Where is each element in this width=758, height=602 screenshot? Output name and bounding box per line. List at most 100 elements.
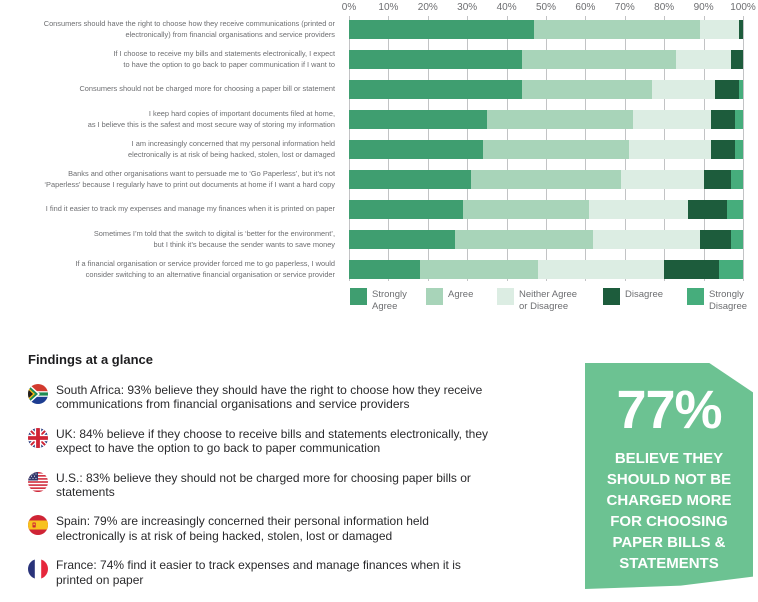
disagree-segment: [687, 200, 728, 219]
disagree-segment: [711, 110, 736, 129]
chart-row: If a financial organisation or service p…: [0, 259, 758, 279]
finding-text: Spain: 79% are increasingly concerned th…: [56, 514, 429, 543]
strongly-disagree-segment: [735, 140, 743, 159]
flag-south-africa: [28, 384, 48, 404]
row-label: I keep hard copies of important document…: [87, 109, 335, 129]
findings-list: South Africa: 93% believe they should ha…: [28, 383, 498, 587]
legend-item: Strongly Disagree: [687, 288, 747, 314]
findings-section: Findings at a glance South Africa: 93% b…: [28, 352, 498, 602]
axis-tick-label: 40%: [496, 2, 517, 13]
axis-tick-label: 30%: [457, 2, 478, 13]
stacked-bar: [349, 140, 743, 159]
chart-rows: Consumers should have the right to choos…: [0, 19, 758, 290]
disagree-segment: [739, 20, 743, 39]
axis-tick-label: 100%: [730, 2, 756, 13]
row-label: Sometimes I’m told that the switch to di…: [93, 229, 335, 249]
agree-segment: [522, 80, 653, 99]
chart-row: If I choose to receive my bills and stat…: [0, 49, 758, 69]
strongly-agree-segment: [349, 20, 535, 39]
finding-text: U.S.: 83% believe they should not be cha…: [56, 470, 471, 499]
callout-badge: 77% BELIEVE THEY SHOULD NOT BE CHARGED M…: [585, 363, 753, 589]
legend-swatch: [350, 288, 367, 305]
findings-heading: Findings at a glance: [28, 352, 153, 367]
row-label: If a financial organisation or service p…: [75, 259, 335, 279]
legend-item: Strongly Agree: [350, 288, 407, 314]
agree-segment: [522, 50, 677, 69]
axis-tick-label: 90%: [693, 2, 714, 13]
finding-item: U.S.: 83% believe they should not be cha…: [28, 471, 498, 500]
strongly-agree-segment: [349, 140, 483, 159]
stacked-bar: [349, 200, 743, 219]
legend: Strongly Agree Agree Neither Agree or Disa…: [348, 288, 753, 328]
neither-agree-or-disagree-segment: [699, 20, 740, 39]
strongly-disagree-segment: [731, 230, 743, 249]
strongly-disagree-segment: [719, 260, 743, 279]
axis-tick-label: 60%: [575, 2, 596, 13]
legend-swatch: [497, 288, 514, 305]
callout-stat: 77%: [616, 380, 722, 440]
finding-text: UK: 84% believe if they choose to receiv…: [56, 426, 488, 456]
neither-agree-or-disagree-segment: [620, 170, 704, 189]
agree-segment: [482, 140, 629, 159]
chart-row: Banks and other organisations want to pe…: [0, 169, 758, 189]
stacked-bar: [349, 50, 743, 69]
disagree-segment: [711, 140, 736, 159]
neither-agree-or-disagree-segment: [676, 50, 732, 69]
stacked-bar: [349, 80, 743, 99]
row-label: I find it easier to track my expenses an…: [45, 204, 335, 214]
legend-label: Disagree: [625, 289, 664, 300]
axis-tick-label: 80%: [654, 2, 675, 13]
stacked-bar: [349, 20, 743, 39]
chart-row: Sometimes I’m told that the switch to di…: [0, 229, 758, 249]
axis-tick-label: 50%: [535, 2, 557, 13]
stacked-bar: [349, 260, 743, 279]
strongly-agree-segment: [349, 80, 523, 99]
strongly-agree-segment: [349, 110, 487, 129]
axis-tick-label: 10%: [378, 2, 399, 13]
finding-item: South Africa: 93% believe they should ha…: [28, 383, 498, 412]
legend-label: Strongly Agree: [372, 289, 407, 313]
stacked-bar: [349, 110, 743, 129]
neither-agree-or-disagree-segment: [628, 140, 712, 159]
strongly-agree-segment: [349, 200, 464, 219]
strongly-disagree-segment: [731, 170, 743, 189]
strongly-disagree-segment: [735, 110, 743, 129]
disagree-segment: [703, 170, 732, 189]
legend-label: Strongly Disagree: [709, 289, 748, 313]
finding-text: France: 74% find it easier to track expe…: [56, 558, 461, 587]
neither-agree-or-disagree-segment: [632, 110, 712, 129]
agree-segment: [471, 170, 621, 189]
disagree-segment: [715, 80, 740, 99]
flag-france: [28, 559, 48, 580]
x-axis: 0% 10% 20% 30% 40% 50% 60% 70% 80% 90% 100%: [342, 2, 756, 16]
disagree-segment: [699, 230, 732, 249]
neither-agree-or-disagree-segment: [589, 200, 688, 219]
legend-item: Disagree: [603, 288, 663, 305]
row-label: I am increasingly concerned that my pers…: [127, 139, 335, 159]
row-label: Banks and other organisations want to pe…: [44, 169, 335, 189]
agree-segment: [419, 260, 539, 279]
row-label: Consumers should not be charged more for…: [79, 84, 335, 94]
legend-swatch: [603, 288, 620, 305]
neither-agree-or-disagree-segment: [593, 230, 700, 249]
agree-segment: [463, 200, 590, 219]
agree-segment: [534, 20, 700, 39]
strongly-agree-segment: [349, 50, 523, 69]
flag-us: [28, 471, 48, 492]
legend-swatch: [426, 288, 443, 305]
finding-item: Spain: 79% are increasingly concerned th…: [28, 514, 498, 543]
row-label: Consumers should have the right to choos…: [43, 19, 335, 39]
legend-label: Agree: [448, 289, 474, 300]
stacked-bar: [349, 230, 743, 249]
neither-agree-or-disagree-segment: [652, 80, 716, 99]
legend-item: Agree: [426, 288, 473, 305]
finding-item: UK: 84% believe if they choose to receiv…: [28, 427, 498, 456]
row-label: If I choose to receive my bills and stat…: [113, 49, 335, 69]
agree-segment: [455, 230, 594, 249]
neither-agree-or-disagree-segment: [538, 260, 665, 279]
survey-stacked-bar-chart: 0% 10% 20% 30% 40% 50% 60% 70% 80% 90% 100% Consum…: [0, 2, 758, 328]
legend-item: Neither Agree or Disagree: [497, 288, 577, 314]
finding-text: South Africa: 93% believe they should ha…: [56, 383, 483, 412]
axis-tick-label: 0%: [341, 2, 357, 13]
axis-tick-label: 20%: [417, 2, 438, 13]
